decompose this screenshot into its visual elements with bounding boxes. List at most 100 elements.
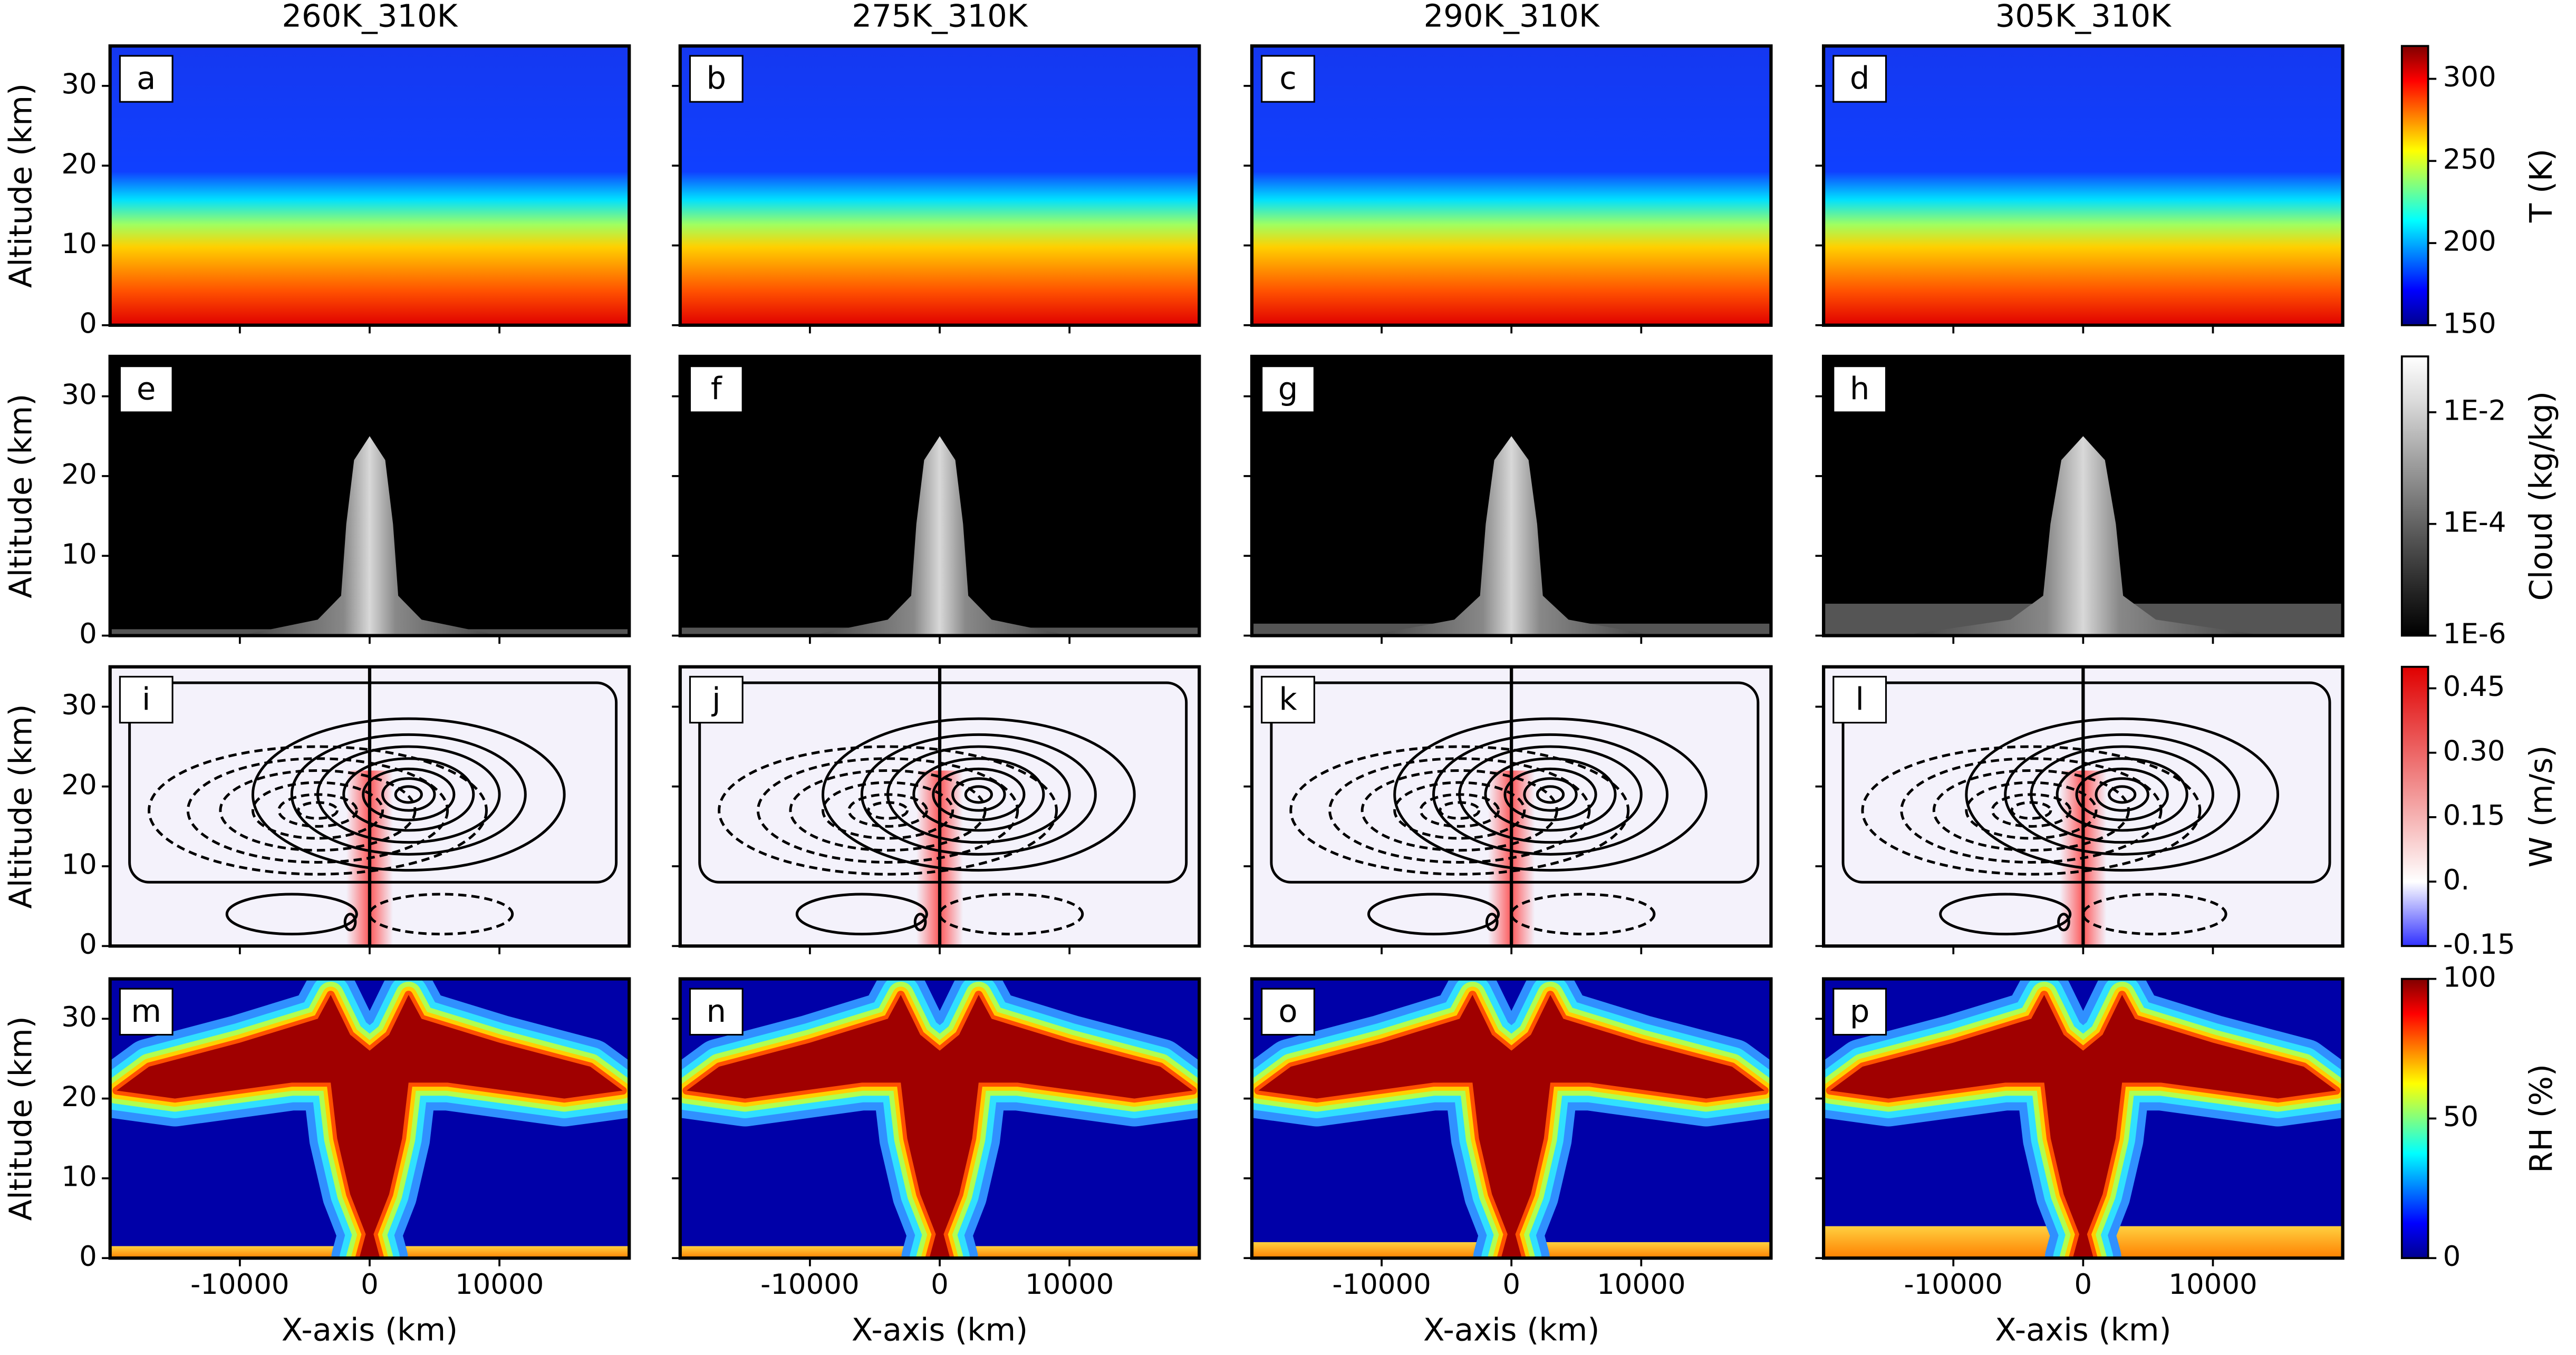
column-title: 305K_310K <box>1995 0 2172 34</box>
colorbar-tick-label: 300 <box>2443 61 2496 93</box>
x-tick-label: 0 <box>931 1269 949 1301</box>
y-tick-label: 30 <box>61 689 97 721</box>
panel-letter: e <box>137 371 156 407</box>
colorbar <box>2400 355 2429 637</box>
x-tick-label: 10000 <box>455 1269 544 1301</box>
y-tick-label: 10 <box>61 849 97 881</box>
w-contour <box>1523 777 1578 812</box>
panel-letter: h <box>1850 371 1870 407</box>
w-contour <box>1503 767 1597 821</box>
panel-letter: p <box>1850 993 1870 1029</box>
x-tick-label: 0 <box>1502 1269 1520 1301</box>
w-contour <box>951 777 1006 812</box>
w-contour <box>938 893 1084 936</box>
w-contour <box>2056 757 2188 832</box>
colorbar-label: RH (%) <box>2523 1064 2559 1173</box>
w-contour <box>795 893 928 936</box>
panel-letter-box <box>119 55 173 103</box>
w-contour <box>1393 781 1526 840</box>
y-tick-label: 20 <box>61 1081 97 1113</box>
colorbar <box>2400 45 2429 326</box>
w-contour <box>1361 769 1558 852</box>
x-tick-label: -10000 <box>1904 1269 2003 1301</box>
w-contour <box>1510 893 1656 936</box>
panel-field <box>1824 356 2343 636</box>
panel-letter-box <box>1261 365 1315 413</box>
colorbar-tick-label: 1E-6 <box>2443 618 2506 650</box>
y-tick-label: 20 <box>61 459 97 491</box>
colorbar-tick-label: 100 <box>2443 961 2496 993</box>
x-tick-label: 0 <box>2075 1269 2092 1301</box>
colorbar-tick-label: 150 <box>2443 307 2496 340</box>
colorbar-label: T (K) <box>2523 149 2559 223</box>
panel-letter: j <box>711 681 720 717</box>
rh-core <box>117 994 623 1259</box>
w-contour <box>1328 757 1591 864</box>
w-contour <box>847 793 928 828</box>
w-contour <box>867 801 909 820</box>
w-contour <box>1841 681 2331 884</box>
rh-core <box>687 994 1193 1259</box>
cloud-plume <box>1901 436 2265 636</box>
panel-letter-box <box>689 365 744 413</box>
w-contour <box>698 681 1188 884</box>
panel-letter-box <box>119 675 173 724</box>
w-contour <box>2081 893 2227 936</box>
w-contour <box>1991 793 2072 828</box>
panel-field <box>1824 46 2343 325</box>
w-contour <box>964 785 993 804</box>
w-contour <box>718 745 1058 876</box>
w-contour <box>1289 745 1630 876</box>
panel-field <box>110 356 630 636</box>
w-contour <box>251 717 566 872</box>
panel-field <box>1251 666 1771 946</box>
y-axis-label: Altitude (km) <box>3 1016 39 1221</box>
w-contour <box>822 717 1136 872</box>
panel-letter-box <box>1832 55 1887 103</box>
cloud-plume <box>1368 436 1654 636</box>
panel-letter-box <box>689 55 744 103</box>
panel-letter-box <box>1261 55 1315 103</box>
y-tick-label: 20 <box>61 769 97 801</box>
colorbar-tick-label: 1E-4 <box>2443 506 2506 538</box>
colorbar-label: Cloud (kg/kg) <box>2523 391 2559 601</box>
y-tick-label: 30 <box>61 379 97 411</box>
colorbar-tick-label: 200 <box>2443 226 2496 258</box>
w-contour <box>860 733 1097 856</box>
w-contour <box>343 913 357 932</box>
panel-letter: g <box>1278 371 1298 407</box>
y-tick-label: 20 <box>61 148 97 180</box>
colorbar <box>2400 665 2429 947</box>
panel-field <box>110 666 630 946</box>
colorbar-tick-label: 0.45 <box>2443 671 2505 703</box>
y-tick-label: 0 <box>79 928 97 961</box>
w-contour <box>219 769 417 852</box>
x-tick-label: -10000 <box>190 1269 290 1301</box>
panel-letter-box <box>689 988 744 1036</box>
y-tick-label: 10 <box>61 228 97 260</box>
w-contour <box>789 769 987 852</box>
panel-field <box>110 46 630 325</box>
rh-core <box>1258 994 1765 1259</box>
temperature-field <box>1824 46 2343 325</box>
w-contour <box>1900 757 2163 864</box>
x-axis-label: X-axis (km) <box>1423 1311 1599 1348</box>
colorbar-tick-label: 0 <box>2443 1241 2461 1273</box>
y-tick-label: 30 <box>61 69 97 101</box>
y-tick-label: 0 <box>79 618 97 650</box>
colorbar <box>2400 977 2429 1260</box>
w-contour <box>362 767 456 821</box>
panel-field <box>680 356 1200 636</box>
panel-letter: o <box>1278 993 1297 1029</box>
w-contour <box>381 777 436 812</box>
y-axis-label: Altitude (km) <box>3 704 39 908</box>
panel-letter-box <box>1832 365 1887 413</box>
panel-field <box>1251 46 1771 325</box>
y-tick-label: 10 <box>61 1161 97 1193</box>
colorbar-tick-label: 0. <box>2443 864 2470 896</box>
panel-field <box>680 979 1200 1259</box>
x-tick-label: -10000 <box>1332 1269 1431 1301</box>
colorbar-tick-label: 50 <box>2443 1101 2478 1133</box>
panel-field <box>1824 666 2343 946</box>
